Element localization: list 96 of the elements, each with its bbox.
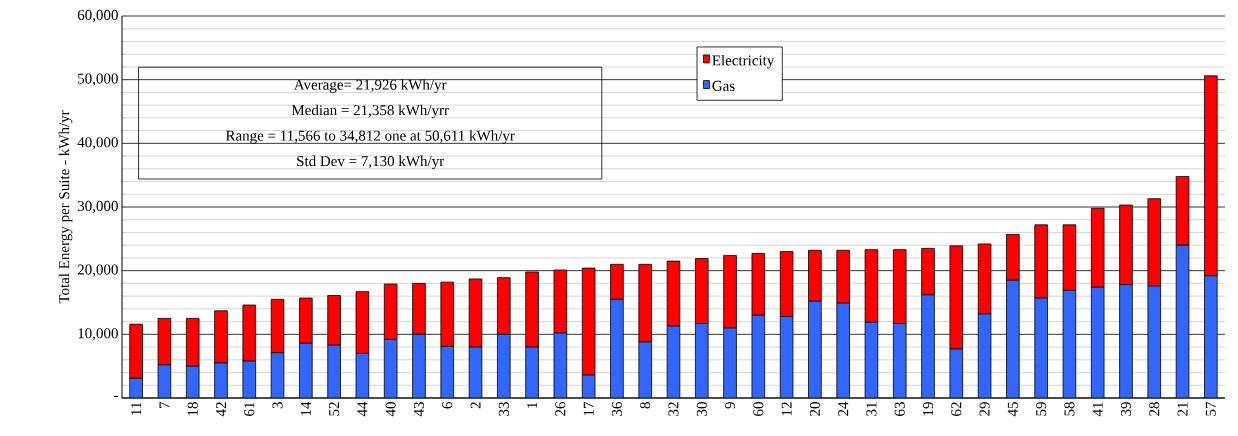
bar — [383, 283, 398, 340]
bar — [581, 267, 596, 376]
x-tick-label: 41 — [1092, 402, 1103, 417]
x-tick-label: 12 — [781, 402, 792, 416]
annotation: Range = 11,566 to 34,812 one at 50,611 kWh/yr — [225, 130, 515, 144]
bar — [497, 333, 511, 398]
bar — [1204, 275, 1218, 398]
bar — [808, 249, 822, 302]
x-tick-label: 58 — [1064, 402, 1075, 416]
x-tick-label: 62 — [951, 402, 962, 416]
bar — [185, 318, 200, 367]
bar — [299, 297, 313, 344]
x-tick-label: 43 — [413, 402, 424, 417]
legend-label: Electricity — [712, 54, 775, 69]
bar — [638, 263, 652, 343]
bar — [242, 304, 257, 362]
x-tick-label: 26 — [555, 401, 566, 416]
bar — [921, 247, 935, 296]
x-tick-label: 17 — [583, 401, 594, 416]
x-tick-label: 19 — [922, 402, 934, 416]
bar — [921, 294, 935, 398]
bar — [327, 344, 341, 398]
annotation: Median = 21,358 kWh/yrr — [291, 104, 449, 119]
bar — [553, 269, 568, 334]
bar — [1034, 297, 1048, 398]
x-tick-label: 61 — [244, 402, 255, 416]
bar — [723, 254, 737, 329]
bar — [808, 300, 822, 398]
x-tick-label: 21 — [1177, 402, 1188, 416]
x-tick-label: 1 — [527, 402, 538, 408]
bar — [1006, 279, 1020, 398]
bar — [751, 253, 766, 316]
x-tick-label: 40 — [385, 402, 396, 417]
y-tick-label: - — [114, 395, 118, 398]
annotation: Std Dev = 7,130 kWh/yr — [297, 155, 445, 170]
x-tick-label: 24 — [838, 401, 849, 416]
bar — [723, 327, 737, 398]
x-tick-label: 52 — [329, 402, 340, 416]
x-tick-label: 60 — [753, 402, 764, 416]
x-tick-label: 44 — [357, 401, 368, 417]
bar — [610, 298, 624, 398]
bar — [214, 310, 228, 364]
y-tick-label: 30,000 — [77, 200, 118, 214]
bar — [638, 341, 652, 398]
bar — [412, 333, 426, 398]
x-tick-label: 9 — [725, 402, 736, 409]
x-tick-label: 6 — [442, 401, 453, 409]
x-tick-label: 33 — [498, 402, 509, 416]
x-tick-label: 7 — [159, 401, 170, 409]
x-tick-label: 14 — [300, 401, 311, 416]
y-tick-label: 10,000 — [78, 328, 118, 341]
x-tick-label: 63 — [894, 402, 905, 416]
x-tick-label: 2 — [470, 402, 481, 409]
bar — [468, 278, 483, 348]
x-tick-label: 45 — [1007, 402, 1018, 417]
x-tick-label: 8 — [640, 402, 651, 409]
annotation: Average= 21,926 kWh/yr — [293, 79, 447, 93]
x-tick-label: 57 — [1205, 401, 1216, 416]
x-tick-label: 39 — [1120, 402, 1132, 416]
x-tick-label: 42 — [216, 402, 226, 417]
x-tick-label: 32 — [668, 402, 679, 416]
x-tick-label: 29 — [979, 402, 990, 416]
bar — [497, 277, 511, 335]
bar — [412, 283, 426, 335]
x-tick-label: 31 — [866, 402, 877, 416]
bar — [836, 302, 850, 398]
x-tick-label: 18 — [187, 402, 198, 416]
x-tick-label: 36 — [611, 401, 622, 416]
bar — [270, 298, 285, 354]
bar — [525, 346, 539, 398]
x-tick-label: 3 — [272, 402, 283, 409]
bar — [892, 249, 907, 324]
y-tick-label: 60,000 — [77, 9, 118, 23]
bar — [327, 295, 341, 346]
y-axis-title: Total Energy per Suite - kWh/yr — [58, 110, 73, 304]
bar — [864, 249, 879, 323]
x-tick-label: 59 — [1036, 402, 1047, 416]
x-tick-label: 20 — [809, 402, 820, 416]
bar — [355, 291, 370, 354]
legend-label: Gas — [712, 80, 735, 91]
bar — [157, 318, 172, 366]
bar — [440, 281, 454, 347]
y-tick-label: 20,000 — [77, 264, 118, 277]
bar — [836, 249, 850, 304]
y-tick-label: 50,000 — [78, 73, 118, 86]
bar — [1119, 284, 1133, 398]
bar — [695, 258, 709, 324]
bar — [610, 263, 624, 300]
bar — [666, 260, 681, 327]
bar — [299, 342, 313, 398]
x-tick-label: 30 — [696, 402, 707, 416]
bar — [779, 251, 794, 317]
x-tick-label: 11 — [131, 402, 142, 415]
y-tick-label: 40,000 — [77, 137, 118, 150]
bar — [525, 271, 539, 348]
x-tick-label: 28 — [1149, 402, 1160, 416]
